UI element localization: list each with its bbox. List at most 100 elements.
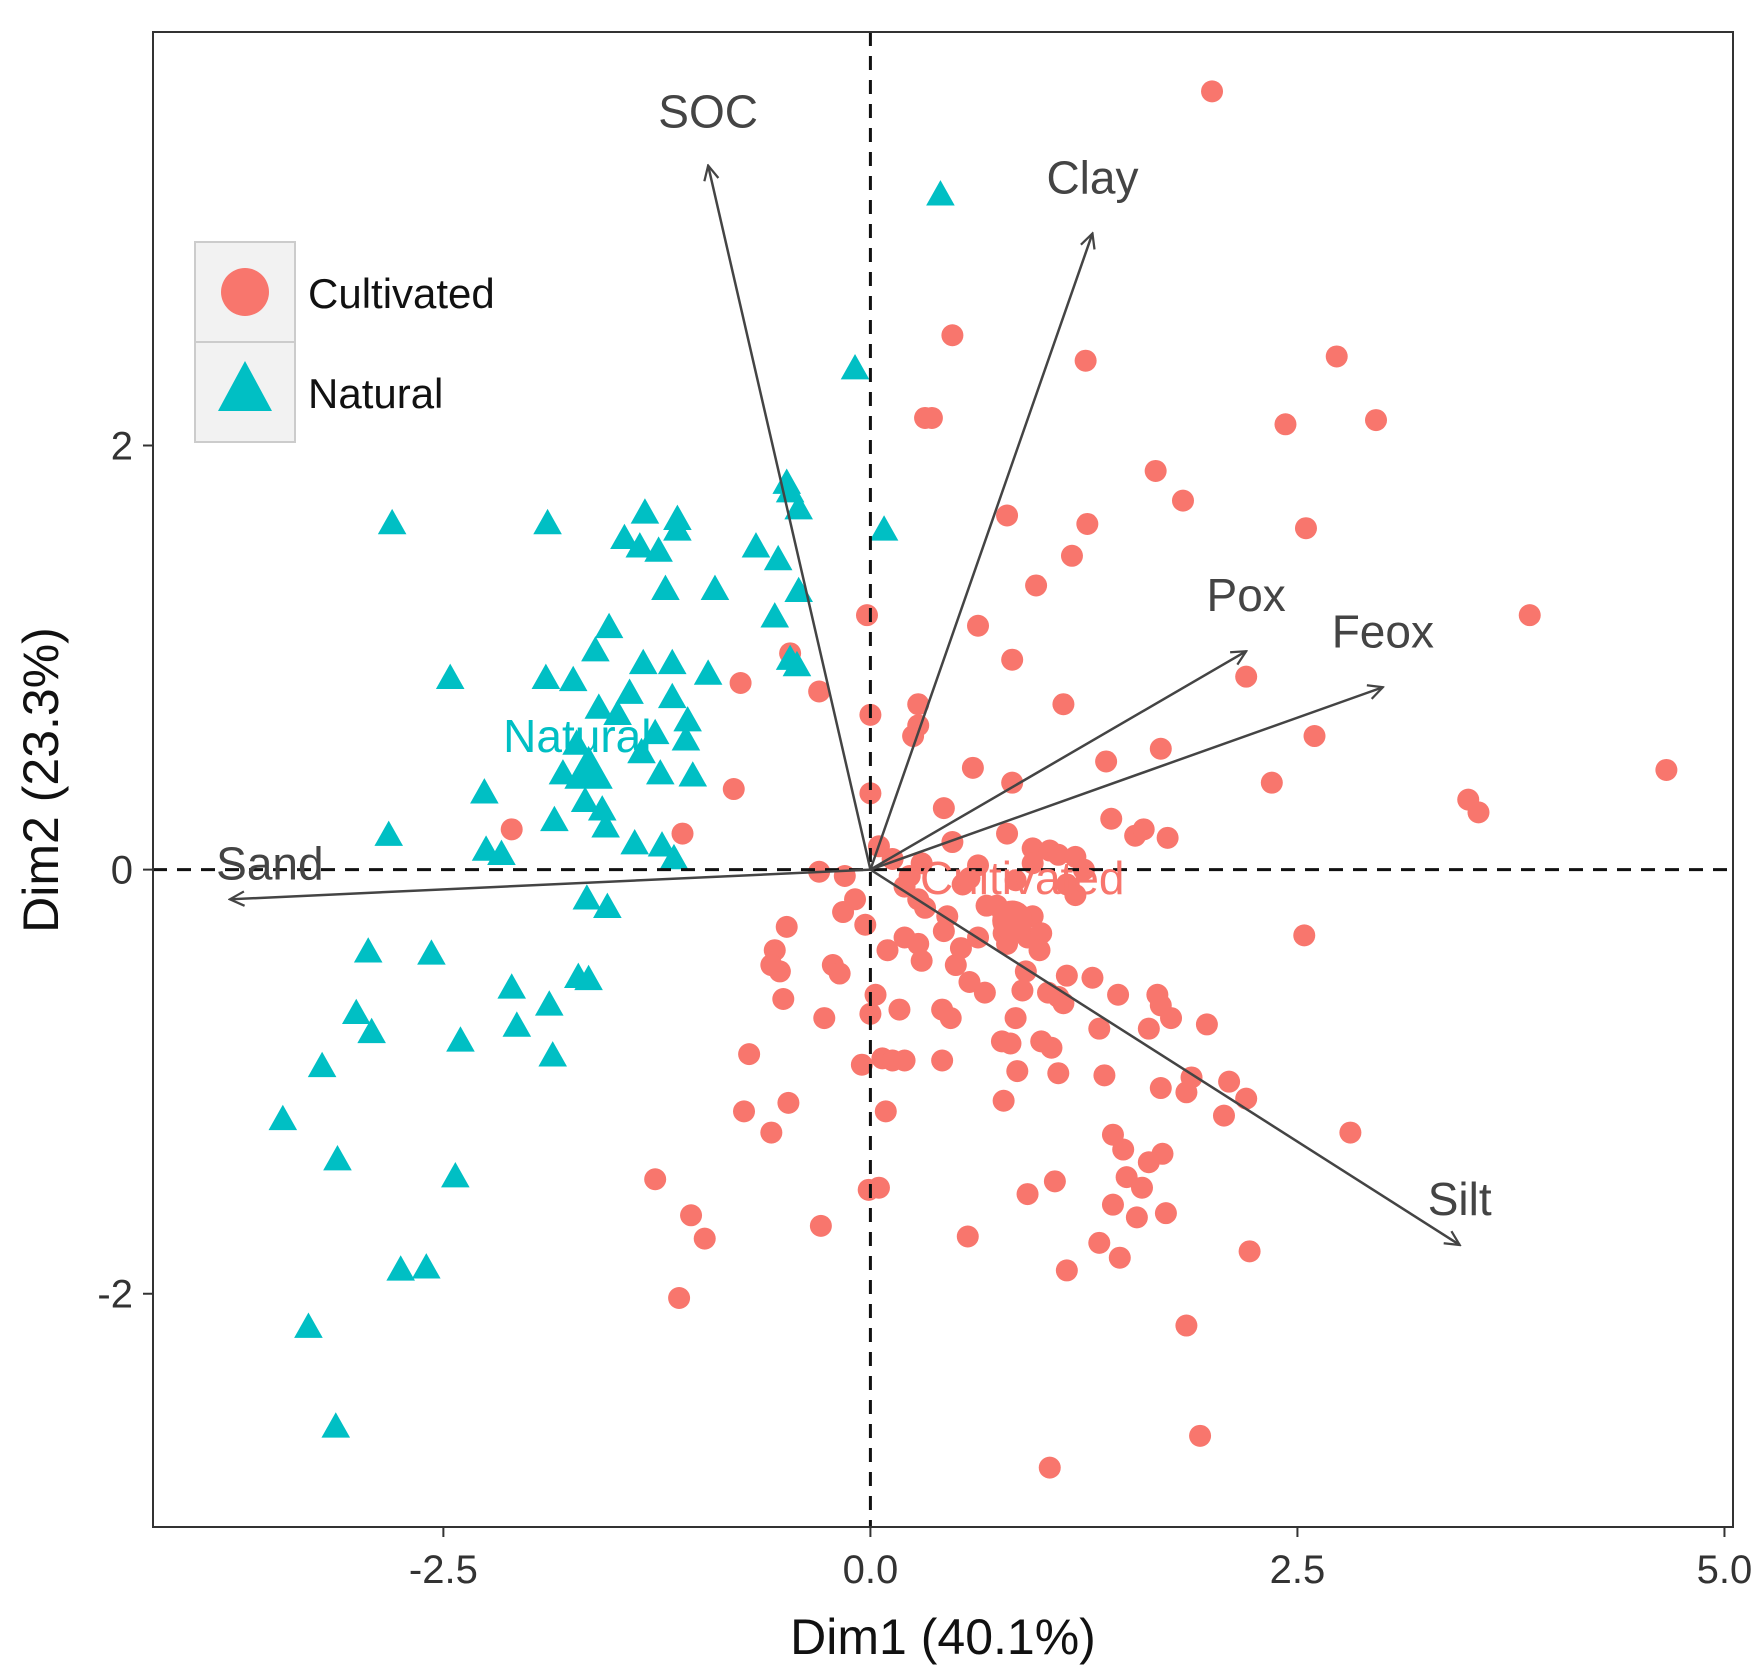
loading-label-silt: Silt	[1428, 1173, 1492, 1225]
cultivated-point-168	[1055, 1259, 1078, 1282]
cultivated-point-133	[1047, 1062, 1070, 1085]
natural-point-63	[502, 1011, 532, 1037]
cultivated-point-125	[1040, 1036, 1063, 1059]
cultivated-point-16	[855, 604, 878, 627]
natural-point-69	[441, 1161, 470, 1188]
loading-arrow-feox	[869, 687, 1382, 871]
natural-point-9	[663, 515, 692, 541]
natural-point-21	[581, 636, 610, 662]
cultivated-point-80	[932, 920, 955, 943]
natural-point-31	[657, 682, 687, 709]
cultivated-point-19	[1001, 648, 1024, 671]
cultivated-point-145	[760, 1121, 783, 1144]
cultivated-point-70	[1064, 884, 1087, 907]
natural-point-3	[533, 508, 562, 535]
cultivated-point-12	[1294, 517, 1317, 540]
cultivated-point-128	[850, 1053, 873, 1076]
natural-point-38	[627, 737, 656, 764]
cultivated-point-162	[809, 1214, 832, 1237]
natural-point-67	[268, 1104, 298, 1131]
natural-point-36	[671, 725, 701, 751]
x-tick-label-0: -2.5	[409, 1548, 478, 1592]
natural-point-14	[741, 532, 771, 558]
natural-point-72	[294, 1312, 323, 1338]
panel-border	[152, 31, 1734, 1528]
natural-point-34	[673, 706, 702, 732]
natural-point-49	[647, 831, 677, 857]
loading-arrow-pox	[869, 651, 1246, 871]
natural-point-70	[386, 1255, 415, 1281]
legend-triangle-icon	[218, 361, 272, 411]
cultivated-point-29	[1149, 737, 1172, 760]
cultivated-point-44	[671, 822, 694, 845]
cultivated-point-5	[920, 406, 943, 429]
x-axis-label: Dim1 (40.1%)	[790, 1609, 1096, 1665]
cultivated-point-38	[1467, 801, 1490, 824]
natural-point-39	[646, 759, 675, 785]
cultivated-point-158	[1101, 1193, 1124, 1216]
cultivated-point-153	[1043, 1170, 1066, 1193]
cultivated-point-126	[738, 1043, 761, 1066]
cultivated-point-139	[1235, 1087, 1258, 1110]
natural-point-29	[558, 665, 588, 692]
cultivated-point-164	[693, 1227, 716, 1250]
cultivated-point-119	[1137, 1017, 1160, 1040]
cultivated-point-101	[958, 971, 981, 994]
loading-arrows: SOC Clay Pox Feox Sand Silt	[216, 86, 1492, 1245]
natural-point-51	[487, 839, 516, 866]
cultivated-point-87	[876, 939, 899, 962]
natural-point-68	[323, 1145, 352, 1171]
cultivated-point-21	[1235, 665, 1258, 688]
cultivated-point-130	[893, 1049, 916, 1072]
cultivated-point-143	[874, 1100, 897, 1123]
natural-point-12	[784, 494, 813, 520]
cultivated-point-134	[1093, 1064, 1116, 1087]
cultivated-point-89	[907, 932, 930, 955]
loading-arrow-soc	[708, 166, 872, 870]
natural-point-58	[574, 964, 603, 991]
natural-point-73	[321, 1412, 351, 1438]
cultivated-point-151	[1115, 1166, 1138, 1189]
natural-point-13	[869, 515, 899, 541]
natural-point-47	[374, 820, 404, 846]
cultivated-point-6	[1274, 413, 1297, 436]
cultivated-point-23	[1052, 693, 1075, 716]
centroid-label-cultivated: Cultivated	[920, 852, 1125, 904]
cultivated-point-2	[1074, 349, 1097, 372]
cultivated-point-156	[867, 1176, 890, 1199]
cultivated-point-22	[808, 680, 831, 703]
natural-point-7	[625, 532, 655, 558]
natural-point-23	[657, 648, 687, 675]
cultivated-point-165	[1088, 1231, 1111, 1254]
cultivated-point-46	[996, 822, 1019, 845]
cultivated-point-161	[680, 1204, 703, 1227]
cultivated-point-92	[949, 937, 972, 960]
legend-label-cultivated: Cultivated	[308, 270, 495, 317]
natural-point-27	[435, 663, 465, 690]
natural-point-6	[610, 523, 639, 550]
cultivated-point-90	[910, 949, 933, 972]
natural-point-41	[548, 759, 578, 785]
cultivated-point-99	[1055, 964, 1078, 987]
legend-key-natural	[194, 341, 296, 443]
cultivated-point-100	[1081, 966, 1104, 989]
loading-label-feox: Feox	[1332, 605, 1434, 657]
natural-point-59	[497, 973, 527, 999]
cultivated-point-154	[644, 1168, 667, 1191]
cultivated-point-7	[1365, 409, 1388, 432]
cultivated-point-14	[1025, 574, 1048, 597]
natural-point-28	[531, 663, 561, 690]
cultivated-point-10	[996, 504, 1019, 527]
cultivated-point-116	[939, 1007, 962, 1030]
x-tick-label-2: 2.5	[1270, 1548, 1326, 1592]
cultivated-point-20	[729, 672, 752, 695]
loading-arrow-clay	[869, 233, 1092, 871]
cultivated-point-121	[1195, 1013, 1218, 1036]
cultivated-point-97	[768, 960, 791, 983]
y-axis-label: Dim2 (23.3%)	[13, 627, 69, 933]
cultivated-point-79	[854, 913, 877, 936]
cultivated-point-95	[828, 962, 851, 985]
natural-point-46	[591, 812, 620, 838]
cultivated-point-13	[1060, 544, 1083, 567]
